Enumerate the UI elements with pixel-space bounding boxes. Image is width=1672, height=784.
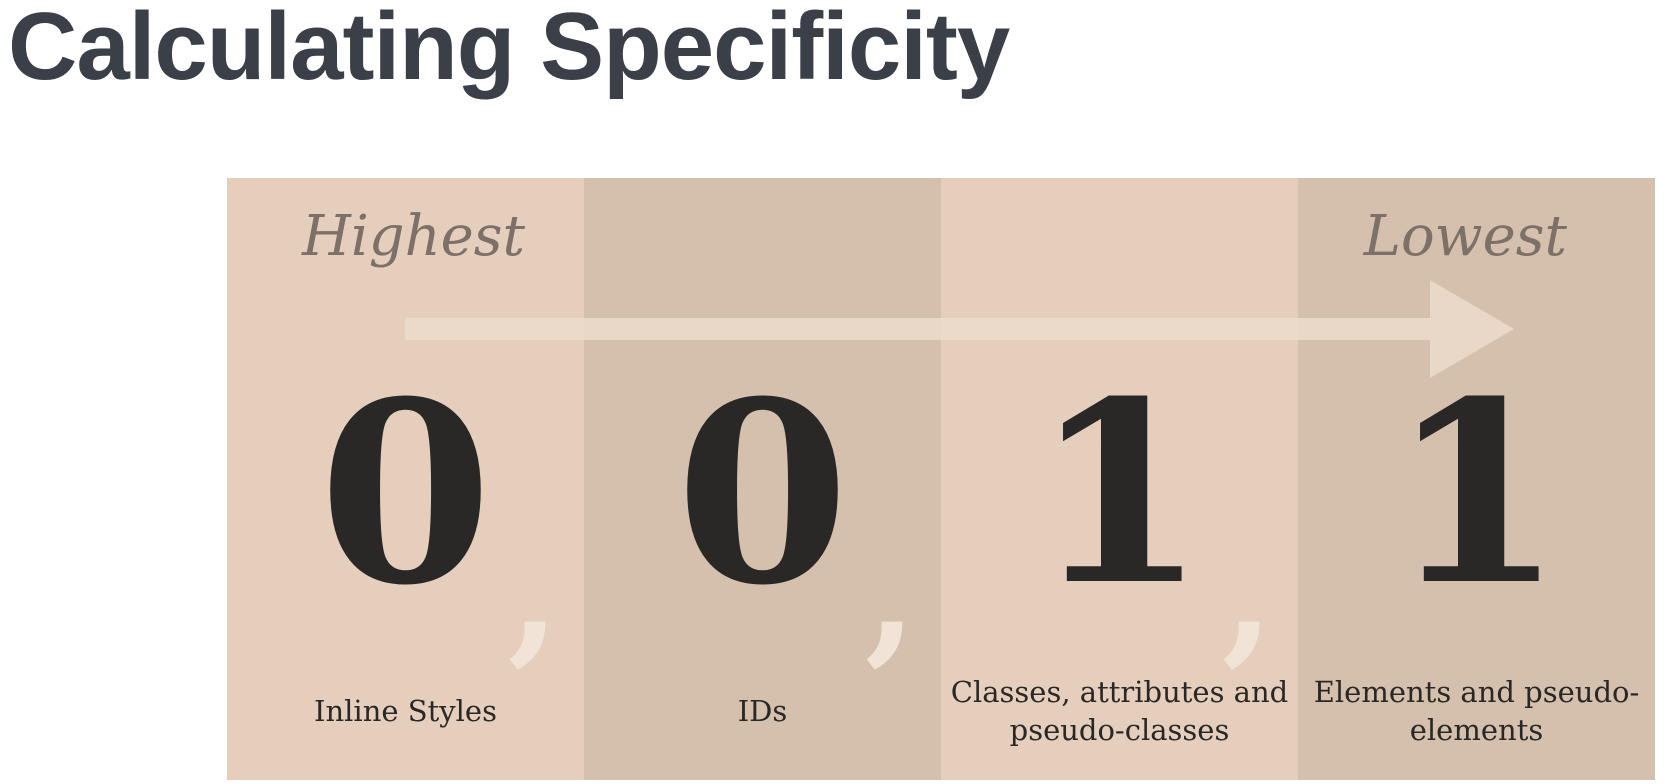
elements-caption: Elements and pseudo-elements bbox=[1298, 666, 1655, 756]
classes-caption: Classes, attributes and pseudo-classes bbox=[941, 666, 1298, 756]
ids-caption-text: IDs bbox=[737, 694, 788, 728]
classes-count: 1 bbox=[1032, 346, 1207, 640]
column-ids: 0 , IDs bbox=[584, 178, 941, 780]
inline-styles-count: 0 bbox=[318, 346, 493, 640]
elements-caption-text: Elements and pseudo-elements bbox=[1313, 675, 1640, 747]
lowest-label: Lowest bbox=[1363, 204, 1567, 269]
column-inline-styles: Highest 0 , Inline Styles bbox=[227, 178, 584, 780]
specificity-diagram: Highest 0 , Inline Styles 0 , IDs 1 , Cl… bbox=[227, 178, 1655, 780]
inline-styles-caption: Inline Styles bbox=[227, 666, 584, 756]
separator-comma: , bbox=[507, 505, 560, 681]
separator-comma: , bbox=[1221, 505, 1274, 681]
inline-styles-caption-text: Inline Styles bbox=[314, 694, 497, 728]
page-title: Calculating Specificity bbox=[8, 0, 1010, 100]
column-elements: Lowest 1 Elements and pseudo-elements bbox=[1298, 178, 1655, 780]
column-classes: 1 , Classes, attributes and pseudo-class… bbox=[941, 178, 1298, 780]
highest-label: Highest bbox=[302, 204, 526, 269]
elements-count: 1 bbox=[1389, 346, 1564, 640]
ids-count: 0 bbox=[675, 346, 850, 640]
ids-caption: IDs bbox=[584, 666, 941, 756]
separator-comma: , bbox=[864, 505, 917, 681]
classes-caption-text: Classes, attributes and pseudo-classes bbox=[950, 675, 1289, 747]
